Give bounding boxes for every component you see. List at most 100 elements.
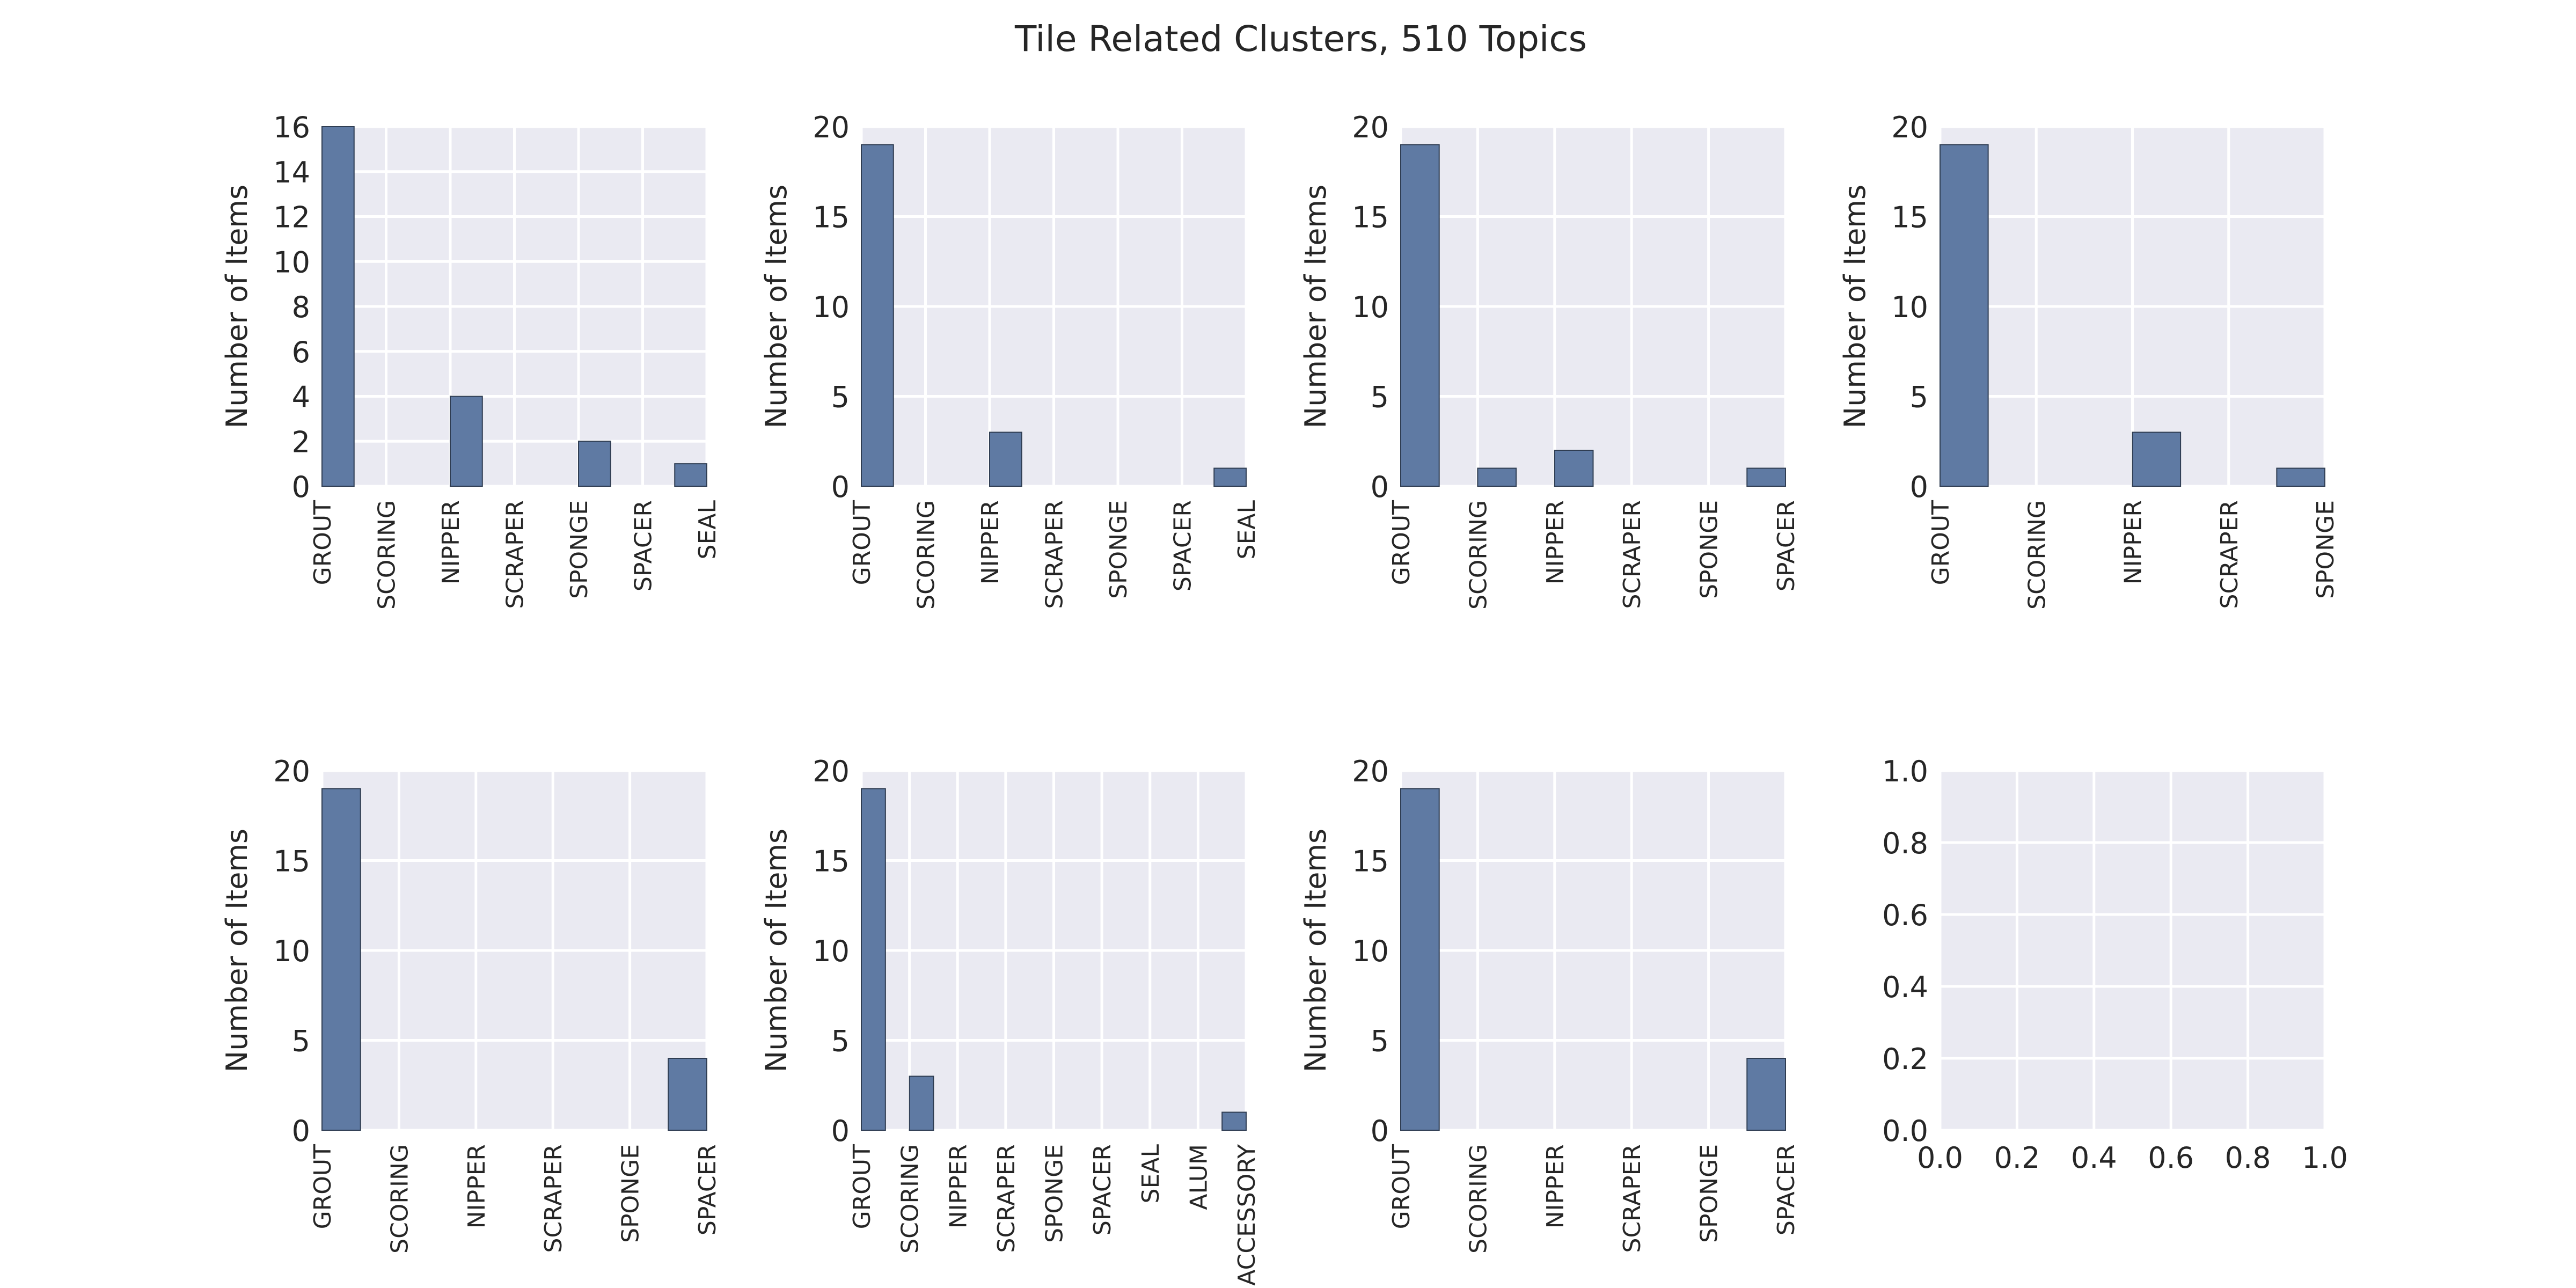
y-tick-label: 15 xyxy=(1352,845,1389,879)
y-tick-label: 0.6 xyxy=(1882,898,1928,932)
x-tick-label: SEAL xyxy=(1233,500,1261,560)
x-tick-label: GROUT xyxy=(848,500,876,586)
bar-sponge xyxy=(578,441,611,487)
y-axis-label: Number of Items xyxy=(759,829,793,1072)
y-tick-label: 20 xyxy=(1352,111,1389,144)
y-tick-label: 5 xyxy=(1371,1024,1389,1058)
x-tick-label: NIPPER xyxy=(945,1144,972,1228)
subplot-3: 0 5 10 15 20 Number of Items GROUT SCORING NIPPE… xyxy=(1299,111,1800,610)
y-tick-label: 10 xyxy=(1891,290,1928,324)
bar-nipper xyxy=(2132,431,2182,487)
y-tick-label: 5 xyxy=(1371,380,1389,414)
bar-nipper xyxy=(1554,450,1594,487)
x-tick-label: SCRAPER xyxy=(1619,1144,1646,1253)
y-tick-label: 5 xyxy=(292,1024,310,1058)
x-tick-label: GROUT xyxy=(848,1144,876,1230)
y-tick-label: 5 xyxy=(831,380,850,414)
x-tick-label: GROUT xyxy=(309,500,336,586)
bar-scoring xyxy=(909,1075,934,1131)
y-tick-label: 20 xyxy=(1352,755,1389,788)
bar-grout xyxy=(1400,788,1440,1131)
x-tick-label: 0.0 xyxy=(1917,1141,1963,1175)
x-tick-label: SCORING xyxy=(913,500,940,610)
x-tick-label: SPACER xyxy=(1773,500,1800,591)
bar-nipper xyxy=(450,396,483,487)
y-tick-label: 10 xyxy=(1352,934,1389,968)
y-tick-label: 0 xyxy=(831,470,850,504)
subplot-6: 0 5 10 15 20 Number of Items GROUT SCORING NIPPE… xyxy=(759,755,1261,1286)
x-tick-label: SPONGE xyxy=(1696,500,1723,599)
bar-seal xyxy=(1213,467,1247,487)
x-tick-label: SCRAPER xyxy=(1619,500,1646,609)
bar-sponge xyxy=(2276,467,2325,487)
y-axis-label: Number of Items xyxy=(1299,829,1333,1072)
y-tick-label: 8 xyxy=(292,290,310,324)
x-tick-label: SCORING xyxy=(1465,500,1492,610)
y-tick-label: 10 xyxy=(813,290,850,324)
x-tick-label: NIPPER xyxy=(463,1144,491,1228)
x-tick-label: 0.4 xyxy=(2071,1141,2117,1175)
y-tick-label: 15 xyxy=(1352,201,1389,235)
x-tick-label: SCORING xyxy=(386,1144,413,1254)
x-tick-label: SPONGE xyxy=(2312,500,2339,599)
x-tick-label: SCORING xyxy=(897,1144,924,1254)
y-tick-label: 0 xyxy=(1371,1114,1389,1148)
x-tick-label: NIPPER xyxy=(1542,500,1569,584)
y-tick-label: 20 xyxy=(273,755,310,788)
x-tick-label: SPACER xyxy=(694,1144,721,1235)
y-tick-label: 0 xyxy=(831,1114,850,1148)
y-tick-label: 0.2 xyxy=(1882,1042,1928,1076)
y-tick-label: 4 xyxy=(292,380,310,414)
x-tick-label: SPACER xyxy=(1089,1144,1116,1235)
x-tick-label: NIPPER xyxy=(2120,500,2147,584)
y-tick-label: 0 xyxy=(292,1114,310,1148)
y-axis-label: Number of Items xyxy=(759,185,793,428)
x-tick-label: NIPPER xyxy=(437,500,465,584)
bar-spacer xyxy=(668,1058,708,1131)
bar-spacer xyxy=(1746,1058,1787,1131)
y-tick-label: 14 xyxy=(273,156,310,189)
y-axis-label: Number of Items xyxy=(1838,185,1872,428)
x-tick-label: 0.2 xyxy=(1994,1141,2040,1175)
x-tick-label: SPACER xyxy=(630,500,657,591)
x-tick-label: GROUT xyxy=(309,1144,336,1230)
y-tick-label: 6 xyxy=(292,335,310,369)
y-tick-label: 0 xyxy=(292,470,310,504)
y-tick-label: 12 xyxy=(273,201,310,235)
subplot-1: 0 2 4 6 8 10 12 14 16 Number of Items GROUT SCORING… xyxy=(220,111,721,610)
bar-grout xyxy=(321,788,361,1131)
y-tick-label: 20 xyxy=(813,111,850,144)
y-tick-label: 0 xyxy=(1910,470,1928,504)
y-tick-label: 20 xyxy=(813,755,850,788)
y-axis-label: Number of Items xyxy=(220,829,254,1072)
x-tick-label: GROUT xyxy=(1388,1144,1415,1230)
x-tick-label: SCRAPER xyxy=(1041,500,1069,609)
x-tick-label: ACCESSORY xyxy=(1233,1144,1261,1286)
x-tick-label: 0.8 xyxy=(2225,1141,2271,1175)
bar-grout xyxy=(1940,144,1989,487)
bar-spacer xyxy=(1746,467,1787,487)
bar-grout xyxy=(861,144,894,487)
bar-grout xyxy=(861,788,886,1131)
x-tick-label: SCRAPER xyxy=(540,1144,567,1253)
y-tick-label: 0.4 xyxy=(1882,970,1928,1004)
y-tick-label: 0.0 xyxy=(1882,1114,1928,1148)
y-tick-label: 5 xyxy=(1910,380,1928,414)
y-tick-label: 5 xyxy=(831,1024,850,1058)
x-tick-label: 1.0 xyxy=(2302,1141,2348,1175)
subplot-4: 0 5 10 15 20 Number of Items GROUT SCORING NIPPE… xyxy=(1838,111,2339,610)
x-tick-label: SCORING xyxy=(2023,500,2051,610)
y-tick-label: 10 xyxy=(813,934,850,968)
bar-nipper xyxy=(989,431,1022,487)
x-tick-label: SCRAPER xyxy=(2216,500,2243,609)
x-tick-label: SCORING xyxy=(374,500,401,610)
y-tick-label: 15 xyxy=(1891,201,1928,235)
bar-grout xyxy=(1400,144,1440,487)
y-tick-label: 15 xyxy=(813,201,850,235)
x-tick-label: SCRAPER xyxy=(502,500,529,609)
y-tick-label: 10 xyxy=(273,245,310,279)
x-tick-label: SPONGE xyxy=(566,500,593,599)
y-tick-label: 1.0 xyxy=(1882,755,1928,788)
y-axis-label: Number of Items xyxy=(220,185,254,428)
x-tick-label: SEAL xyxy=(1137,1144,1165,1204)
